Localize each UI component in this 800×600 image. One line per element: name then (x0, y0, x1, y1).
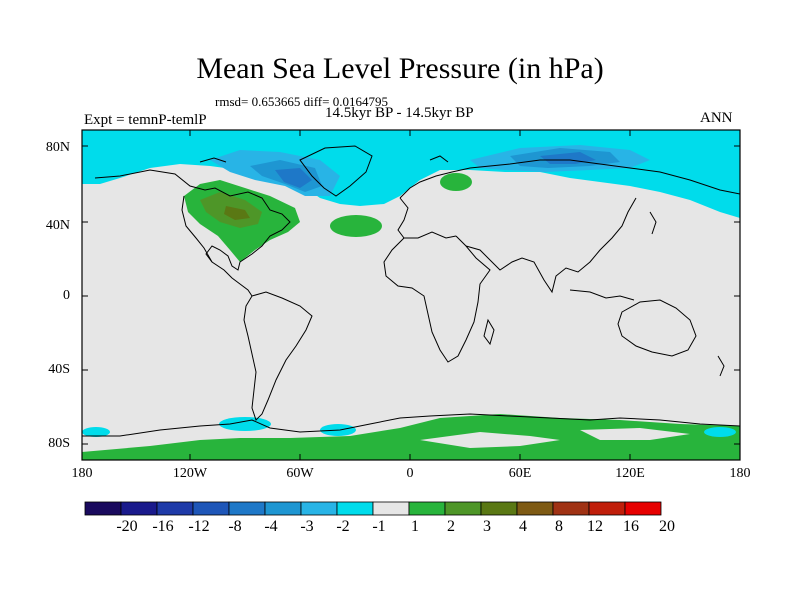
colorbar-swatch (84, 501, 122, 516)
colorbar-label: -8 (228, 518, 242, 535)
deep-low-core (275, 168, 312, 188)
atlantic-positive-region (330, 215, 382, 237)
southern-negative-region (704, 427, 736, 437)
colorbar-swatch (228, 501, 266, 516)
colorbar-swatch (588, 501, 626, 516)
southern-negative-region (219, 417, 271, 431)
coastline-new-zealand (717, 355, 725, 377)
lon-label: 120E (615, 466, 645, 481)
colorbar-label: 16 (623, 518, 639, 535)
colorbar-swatch (264, 501, 302, 516)
colorbar-label: -16 (152, 518, 174, 535)
lon-label: 60W (286, 466, 314, 481)
colorbar (84, 501, 662, 516)
colorbar-label: -4 (264, 518, 278, 535)
coastlines (82, 145, 740, 437)
colorbar-label: 1 (411, 518, 419, 535)
colorbar-label: 4 (519, 518, 527, 535)
coastline-south-america (243, 291, 313, 421)
north-america-peak (224, 206, 250, 220)
colorbar-label: 3 (483, 518, 491, 535)
colorbar-swatch (120, 501, 158, 516)
coastline-indonesia (569, 289, 635, 301)
coastline-greenland (299, 145, 373, 197)
lon-label: 180 (71, 466, 93, 481)
coastline-north-america (94, 169, 291, 297)
colorbar-swatch (372, 501, 410, 516)
colorbar-label: -2 (336, 518, 350, 535)
antarctic-neutral-region (420, 432, 560, 448)
scandinavia-positive-region (440, 173, 472, 191)
colorbar-label: -1 (372, 518, 386, 535)
experiment-label: Expt = temnP-temlP (84, 112, 207, 128)
lat-label: 40S (48, 362, 70, 377)
coastline-arctic-islands (429, 155, 449, 163)
lat-label: 0 (63, 288, 70, 303)
colorbar-swatch (444, 501, 482, 516)
lon-label: 0 (406, 466, 414, 481)
colorbar-swatch (624, 501, 662, 516)
colorbar-label: 8 (555, 518, 563, 535)
axis-ticks (82, 130, 740, 460)
period-label: 14.5kyr BP - 14.5kyr BP (325, 105, 474, 121)
colorbar-label: 12 (587, 518, 603, 535)
colorbar-label: 2 (447, 518, 455, 535)
map-title: Mean Sea Level Pressure (in hPa) (196, 52, 604, 85)
map-frame (81, 129, 741, 461)
colorbar-label: -12 (188, 518, 210, 535)
coastline-arctic-islands (199, 157, 227, 163)
southern-negative-region (82, 427, 110, 437)
colorbar-swatch (552, 501, 590, 516)
coastline-west-na (181, 195, 213, 263)
lon-label: 120W (172, 466, 208, 481)
coastline-eurasia-north (399, 159, 740, 199)
colorbar-swatch (336, 501, 374, 516)
lat-label: 80S (48, 436, 70, 451)
coastline-africa (383, 235, 491, 363)
antarctic-positive-region (82, 414, 740, 460)
coastline-australia (617, 299, 697, 357)
map-plot-area (82, 130, 740, 460)
colorbar-swatch (480, 501, 518, 516)
coastline-south-asia (465, 197, 637, 294)
deep-low-core (540, 152, 596, 164)
coastline-antarctica (82, 413, 740, 437)
colorbar-label: -20 (116, 518, 138, 535)
lat-label: 80N (45, 140, 70, 155)
colorbar-swatch (156, 501, 194, 516)
coastline-japan (649, 211, 657, 235)
colorbar-swatch (192, 501, 230, 516)
lon-label: 180 (729, 466, 751, 481)
coastline-madagascar (483, 318, 495, 346)
lon-label: 60E (508, 466, 532, 481)
colorbar-swatch (408, 501, 446, 516)
colorbar-label: 20 (659, 518, 675, 535)
colorbar-swatch (300, 501, 338, 516)
lat-label: 40N (45, 218, 70, 233)
stats-text: rmsd= 0.653665 diff= 0.0164795 (215, 94, 388, 109)
colorbar-label: -3 (300, 518, 314, 535)
season-label: ANN (700, 110, 733, 126)
antarctic-neutral-region (580, 428, 690, 440)
colorbar-swatch (516, 501, 554, 516)
